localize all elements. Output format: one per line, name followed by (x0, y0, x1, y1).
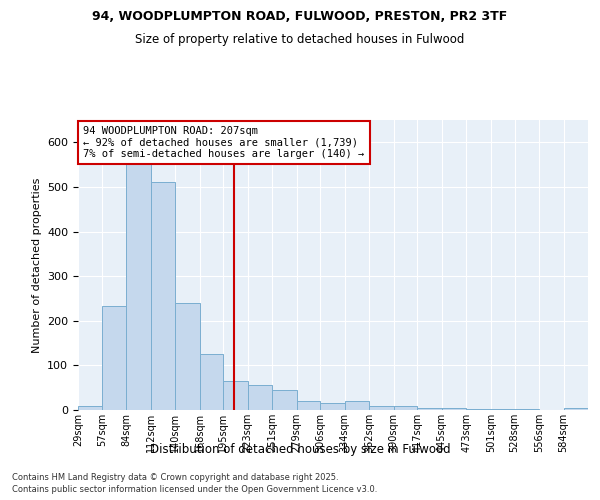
Bar (126, 142, 151, 410)
Bar (151, 182, 175, 410)
Y-axis label: Number of detached properties: Number of detached properties (32, 178, 41, 352)
Bar (175, 303, 200, 410)
Text: Size of property relative to detached houses in Fulwood: Size of property relative to detached ho… (136, 32, 464, 46)
Text: Contains public sector information licensed under the Open Government Licence v3: Contains public sector information licen… (12, 485, 377, 494)
Bar (78, 406, 103, 410)
Bar (200, 354, 223, 410)
Text: Distribution of detached houses by size in Fulwood: Distribution of detached houses by size … (149, 442, 451, 456)
Bar (563, 408, 588, 410)
Bar (296, 401, 320, 410)
Text: 94 WOODPLUMPTON ROAD: 207sqm
← 92% of detached houses are smaller (1,739)
7% of : 94 WOODPLUMPTON ROAD: 207sqm ← 92% of de… (83, 126, 364, 159)
Bar (248, 386, 272, 410)
Bar (320, 404, 345, 410)
Bar (466, 408, 491, 410)
Bar (223, 381, 248, 410)
Bar (272, 390, 296, 410)
Text: Contains HM Land Registry data © Crown copyright and database right 2025.: Contains HM Land Registry data © Crown c… (12, 472, 338, 482)
Bar (370, 406, 394, 410)
Bar (418, 408, 442, 410)
Bar (103, 306, 126, 410)
Bar (394, 406, 418, 410)
Bar (491, 409, 515, 410)
Bar (515, 409, 539, 410)
Text: 94, WOODPLUMPTON ROAD, FULWOOD, PRESTON, PR2 3TF: 94, WOODPLUMPTON ROAD, FULWOOD, PRESTON,… (92, 10, 508, 23)
Bar (442, 408, 466, 410)
Bar (345, 401, 370, 410)
